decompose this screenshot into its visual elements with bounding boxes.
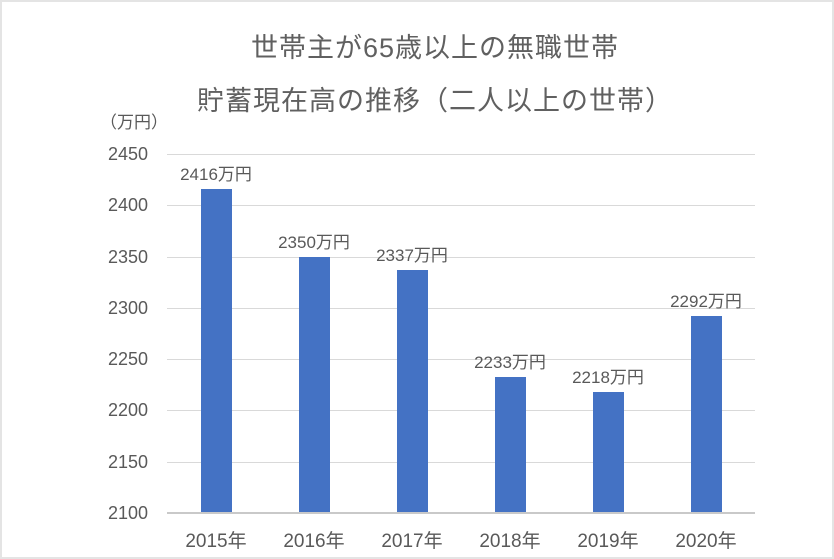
data-label-2019年: 2218万円 <box>572 367 644 387</box>
bar-2015年 <box>200 188 232 512</box>
chart-title-line-1: 世帯主が65歳以上の無職世帯 <box>250 33 620 63</box>
bar-2019年 <box>592 391 624 512</box>
x-tick-label-2015年: 2015年 <box>185 531 247 552</box>
gridline <box>167 461 755 463</box>
data-label-2015年: 2416万円 <box>180 164 252 184</box>
x-tick-label-2018年: 2018年 <box>479 531 541 552</box>
y-tick-label: 2350 <box>107 246 148 267</box>
x-tick-label-2019年: 2019年 <box>577 531 639 552</box>
y-tick-label: 2200 <box>107 400 148 421</box>
x-tick-label-2016年: 2016年 <box>283 531 345 552</box>
gridline <box>167 205 755 207</box>
gridline <box>167 256 755 258</box>
bar-2017年 <box>396 269 428 512</box>
y-tick-label: 2450 <box>107 144 148 164</box>
x-tick-label-2020年: 2020年 <box>675 531 737 552</box>
data-label-2016年: 2350万円 <box>278 232 350 252</box>
y-tick-label: 2100 <box>107 503 148 523</box>
x-tick-label-2017年: 2017年 <box>381 531 443 552</box>
gridline <box>167 359 755 361</box>
bar-2018年 <box>494 376 526 512</box>
x-axis-line <box>167 512 755 514</box>
data-label-2018年: 2233万円 <box>474 352 546 372</box>
chart-title: 世帯主が65歳以上の無職世帯 貯蓄現在高の推移（二人以上の世帯） <box>38 22 832 128</box>
data-label-2017年: 2337万円 <box>376 245 448 265</box>
bar-2016年 <box>298 256 330 512</box>
gridline <box>167 307 755 309</box>
y-tick-label: 2400 <box>107 195 148 216</box>
plot-area: 2416万円 2015年 2350万円 2016年 2337万円 2017年 2233万円 2… <box>167 154 755 552</box>
y-tick-label: 2250 <box>107 349 148 370</box>
data-label-2020年: 2292万円 <box>670 292 742 312</box>
y-tick-label: 2150 <box>107 451 148 472</box>
y-tick-label: 2300 <box>107 297 148 318</box>
gridline <box>167 154 755 155</box>
bar-2020年 <box>690 316 722 512</box>
y-axis-unit-label: （万円） <box>100 113 168 132</box>
gridline <box>167 410 755 412</box>
chart-title-line-2: 貯蓄現在高の推移（二人以上の世帯） <box>197 86 673 116</box>
